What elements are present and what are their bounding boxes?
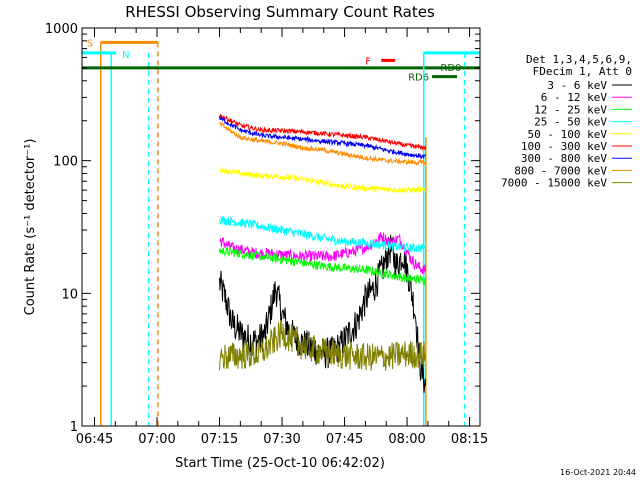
legend-entry-label: 12 - 25 keV	[534, 103, 607, 116]
series-line-800-7000-kev	[219, 121, 427, 167]
x-tick-label: 07:00	[138, 432, 175, 447]
series-line-100-300-kev	[219, 113, 427, 152]
x-tick-label: 08:15	[451, 432, 488, 447]
legend: Det 1,3,4,5,6,9,FDecim 1, Att 03 - 6 keV…	[501, 53, 632, 190]
series-line-50-100-kev	[219, 166, 427, 195]
legend-entry-label: 300 - 800 keV	[521, 152, 607, 165]
y-tick-label: 1	[70, 420, 78, 435]
chart-title: RHESSI Observing Summary Count Rates	[125, 3, 435, 21]
x-axis: 06:45 07:00 07:15 07:30 07:45 08:00 08:15	[76, 28, 488, 447]
flag-label-n: N	[122, 50, 129, 61]
flag-label-f: F	[365, 56, 371, 67]
y-tick-label: 1000	[45, 22, 78, 37]
legend-entry-label: 7000 - 15000 keV	[501, 177, 607, 190]
series-line-12-25-kev	[219, 245, 427, 286]
flag-label-rd0: RD0	[440, 63, 461, 74]
legend-entry-label: 100 - 300 keV	[521, 140, 607, 153]
plot-frame	[81, 27, 481, 427]
legend-header: Det 1,3,4,5,6,9,	[526, 53, 632, 66]
series-line-7000-15000-kev	[219, 319, 427, 371]
y-axis: 1 10 100 1000	[45, 22, 480, 435]
legend-entry-label: 3 - 6 keV	[547, 79, 607, 92]
x-tick-label: 07:45	[326, 432, 363, 447]
x-tick-label: 08:00	[388, 432, 425, 447]
legend-entry-label: 6 - 12 keV	[541, 91, 608, 104]
legend-entry-label: 800 - 7000 keV	[514, 164, 607, 177]
flag-label-s: S	[87, 38, 93, 49]
x-axis-label: Start Time (25-Oct-10 06:42:02)	[175, 456, 385, 471]
legend-entry-label: 50 - 100 keV	[528, 128, 608, 141]
x-tick-label: 07:30	[263, 432, 300, 447]
series-line-3-6-kev	[219, 234, 427, 393]
plot-area: S N F RD0 RD6	[82, 38, 480, 426]
legend-header: FDecim 1, Att 0	[533, 65, 632, 78]
y-tick-label: 10	[61, 287, 78, 302]
series-line-25-50-kev	[219, 215, 427, 253]
x-tick-label: 07:15	[201, 432, 238, 447]
y-axis-label: Count Rate (s⁻¹ detector⁻¹)	[23, 139, 38, 316]
x-tick-label: 06:45	[76, 432, 113, 447]
series-line-300-800-kev	[219, 116, 427, 160]
flag-label-rd6: RD6	[408, 73, 429, 84]
footer-timestamp: 16-Oct-2021 20:44	[560, 468, 636, 477]
y-tick-label: 100	[53, 155, 78, 170]
legend-entry-label: 25 - 50 keV	[534, 116, 607, 129]
